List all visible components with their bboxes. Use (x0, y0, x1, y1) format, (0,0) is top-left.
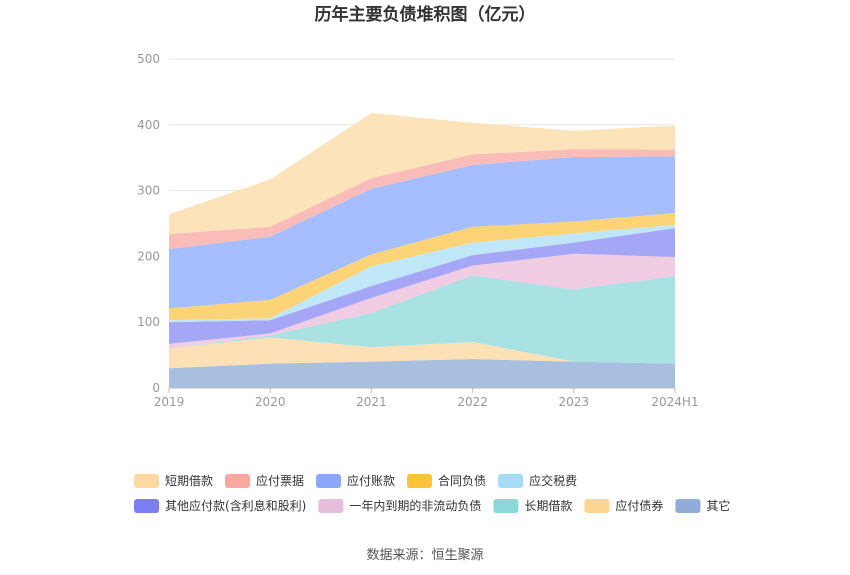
legend-label: 其它 (706, 498, 730, 513)
legend-label: 应交税费 (529, 473, 577, 488)
y-tick-label: 300 (137, 184, 160, 198)
x-tick-label: 2022 (457, 395, 488, 409)
legend-item: 一年内到期的非流动负债 (318, 498, 481, 513)
data-source-note: 数据来源：恒生聚源 (366, 548, 483, 563)
legend-item: 应付票据 (225, 473, 304, 488)
legend-swatch (498, 474, 524, 488)
legend-swatch (225, 474, 251, 488)
area-series-4 (169, 228, 675, 344)
legend-swatch (134, 474, 159, 488)
legend-item: 合同负债 (407, 473, 486, 488)
area-series-9 (169, 112, 675, 235)
legend-item: 短期借款 (134, 474, 213, 488)
legend-swatch (584, 499, 610, 513)
x-tick-label: 2019 (154, 395, 185, 409)
x-tick-label: 2020 (255, 395, 286, 409)
legend-label: 应付账款 (347, 473, 395, 488)
y-tick-label: 400 (137, 118, 160, 132)
x-tick-label: 2021 (356, 395, 387, 409)
legend-swatch (493, 499, 519, 513)
legend-item: 应交税费 (498, 473, 577, 488)
legend-swatch (316, 474, 342, 488)
legend-item: 应付债券 (584, 498, 663, 513)
legend-swatch (675, 499, 701, 513)
legend-swatch (318, 499, 344, 513)
axis-layer: 0 100 200 300 400 500 2019 2020 2021 2022 2023 2024… (137, 52, 699, 409)
area-series-3 (169, 253, 675, 349)
area-layer (169, 112, 675, 388)
legend-label: 合同负债 (438, 473, 486, 488)
area-series-8 (169, 149, 675, 250)
legend-swatch (134, 499, 159, 513)
x-tick-label: 2023 (559, 395, 590, 409)
legend-item: 应付账款 (316, 473, 395, 488)
legend-label: 短期借款 (165, 474, 213, 488)
area-series-2 (169, 275, 675, 364)
chart-title: 历年主要负债堆积图（亿元） (315, 4, 536, 25)
legend-swatch (407, 474, 433, 488)
legend-label: 其他应付款(含利息和股利) (165, 498, 306, 513)
y-tick-label: 0 (152, 381, 160, 395)
legend-label: 应付票据 (256, 473, 304, 488)
y-tick-label: 100 (137, 315, 160, 329)
area-series-7 (169, 156, 675, 309)
area-series-5 (169, 224, 675, 323)
legend-label: 长期借款 (524, 499, 572, 513)
legend-item: 长期借款 (493, 499, 572, 513)
area-series-1 (169, 337, 675, 369)
y-tick-label: 200 (137, 249, 160, 263)
legend-item: 其他应付款(含利息和股利) (134, 498, 306, 513)
legend-label: 一年内到期的非流动负债 (349, 498, 481, 513)
legend-item: 其它 (675, 498, 730, 513)
legend-label: 应付债券 (615, 498, 663, 513)
area-series-0 (169, 359, 675, 388)
area-series-6 (169, 212, 675, 321)
y-tick-label: 500 (137, 52, 160, 66)
x-tick-label: 2024H1 (651, 395, 698, 409)
